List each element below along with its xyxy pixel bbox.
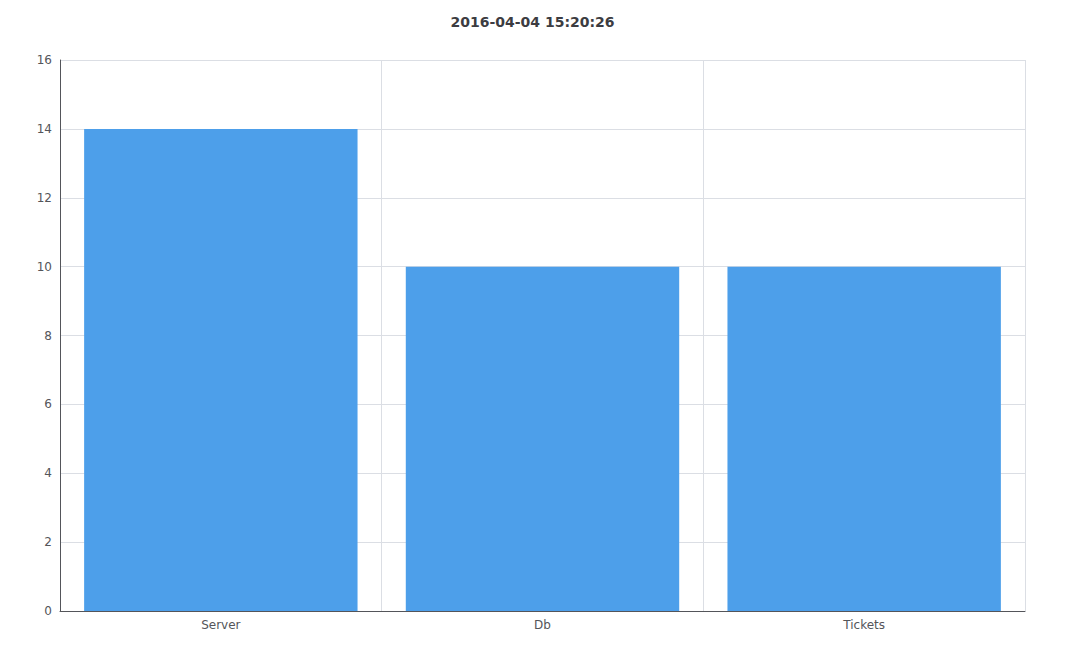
- svg-text:0: 0: [44, 604, 52, 618]
- svg-text:4: 4: [44, 466, 52, 480]
- svg-text:2016-04-04 15:20:26: 2016-04-04 15:20:26: [450, 14, 614, 30]
- svg-text:14: 14: [37, 122, 52, 136]
- svg-text:12: 12: [37, 191, 52, 205]
- svg-text:10: 10: [37, 260, 52, 274]
- svg-text:Db: Db: [534, 618, 551, 632]
- svg-text:Server: Server: [201, 618, 240, 632]
- svg-text:6: 6: [44, 397, 52, 411]
- svg-text:2: 2: [44, 535, 52, 549]
- svg-text:8: 8: [44, 329, 52, 343]
- svg-text:Tickets: Tickets: [842, 618, 885, 632]
- svg-text:16: 16: [37, 53, 52, 67]
